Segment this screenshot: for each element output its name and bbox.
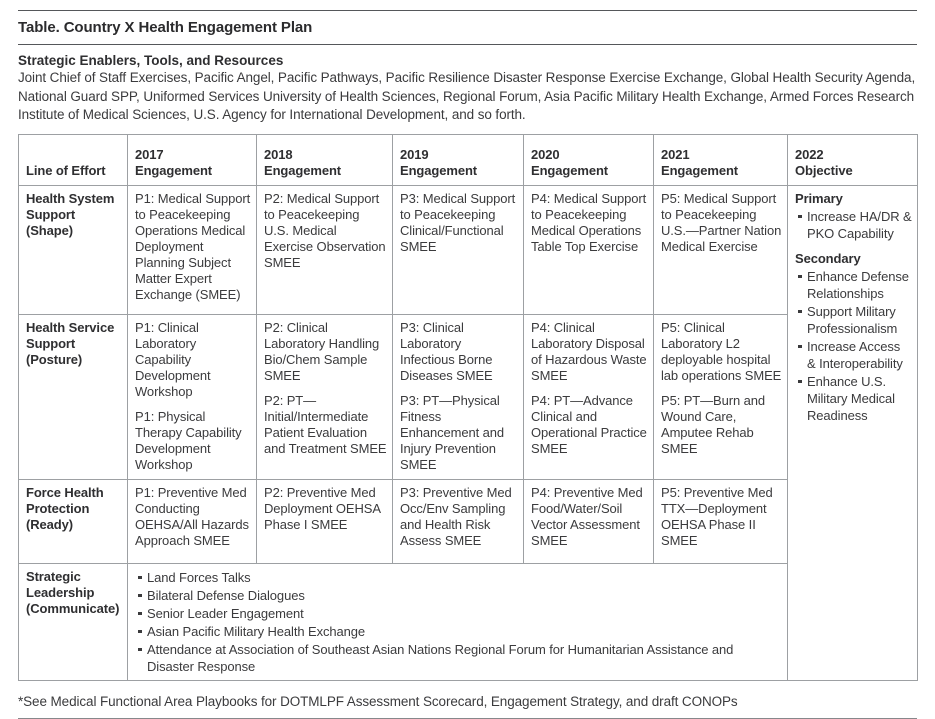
cell-2021-force-health: P5: Preventive Med TTX—Deployment OEHSA …	[653, 478, 788, 564]
col-header-2021: 2021 Engagement	[653, 133, 788, 186]
cell-paragraph: P4: Medical Support to Peacekeeping Medi…	[531, 190, 647, 254]
col-header-2020: 2020 Engagement	[523, 133, 654, 186]
header-year: 2021	[661, 146, 690, 162]
cell-2019-health-system: P3: Medical Support to Peacekeeping Clin…	[392, 184, 524, 315]
table-title: Table. Country X Health Engagement Plan	[18, 11, 917, 45]
cell-2021-health-system: P5: Medical Support to Peacekeeping U.S.…	[653, 184, 788, 315]
header-year: 2020	[531, 146, 560, 162]
col-header-2019: 2019 Engagement	[392, 133, 524, 186]
row-label-strategic-leadership: Strategic Leadership (Communicate)	[18, 562, 128, 681]
cell-paragraph: P5: Preventive Med TTX—Deployment OEHSA …	[661, 484, 773, 548]
enablers-heading: Strategic Enablers, Tools, and Resources	[18, 53, 284, 68]
header-label: Engagement	[531, 162, 609, 178]
cell-paragraph: P5: Medical Support to Peacekeeping U.S.…	[661, 190, 782, 254]
row-label-force-health-protection: Force Health Protection (Ready)	[18, 478, 128, 564]
cell-paragraph: P3: Medical Support to Peacekeeping Clin…	[400, 190, 516, 254]
col-header-line-of-effort: Line of Effort	[18, 133, 128, 186]
cell-2017-health-service: P1: Clinical Laboratory Capability Devel…	[127, 313, 257, 480]
cell-2020-force-health: P4: Preventive Med Food/Water/Soil Vecto…	[523, 478, 654, 564]
cell-2021-health-service: P5: Clinical Laboratory L2 deployable ho…	[653, 313, 788, 480]
objective-item: Enhance Defense Relationships	[798, 268, 912, 302]
objective-item: Increase HA/DR & PKO Capability	[798, 208, 912, 241]
activity-item: Asian Pacific Military Health Exchange	[138, 623, 782, 640]
cell-paragraph: P5: PT—Burn and Wound Care, Amputee Reha…	[661, 392, 765, 456]
cell-strategic-leadership-activities: Land Forces Talks Bilateral Defense Dial…	[127, 562, 788, 681]
objective-item: Enhance U.S. Military Medical Readiness	[798, 373, 912, 424]
cell-paragraph: P1: Clinical Laboratory Capability Devel…	[135, 319, 211, 399]
cell-2020-health-system: P4: Medical Support to Peacekeeping Medi…	[523, 184, 654, 315]
cell-2017-health-system: P1: Medical Support to Peacekeeping Oper…	[127, 184, 257, 315]
bottom-rule	[18, 717, 917, 719]
cell-paragraph: P1: Medical Support to Peacekeeping Oper…	[135, 190, 251, 302]
header-year: 2022	[795, 146, 824, 162]
cell-paragraph: P4: PT—Advance Clinical and Operational …	[531, 392, 647, 456]
cell-paragraph: P1: Preventive Med Conducting OEHSA/All …	[135, 484, 249, 548]
objective-primary-heading: Primary	[795, 190, 843, 206]
cell-paragraph: P3: Preventive Med Occ/Env Sampling and …	[400, 484, 512, 548]
col-header-2018: 2018 Engagement	[256, 133, 393, 186]
enablers-text: Joint Chief of Staff Exercises, Pacific …	[18, 70, 916, 122]
header-year: 2018	[264, 146, 293, 162]
header-label: Engagement	[661, 162, 739, 178]
top-rule	[18, 10, 917, 11]
activity-item: Senior Leader Engagement	[138, 605, 782, 622]
header-label: Engagement	[135, 162, 213, 178]
activity-item: Land Forces Talks	[138, 569, 782, 586]
engagement-plan-table: Line of Effort 2017 Engagement 2018 Enga…	[18, 133, 918, 681]
enablers-section: Strategic Enablers, Tools, and Resources…	[18, 45, 917, 134]
objective-item: Support Military Professionalism	[798, 303, 912, 337]
col-header-2017: 2017 Engagement	[127, 133, 257, 186]
row-health-service-support: Health Service Support (Posture) P1: Cli…	[18, 313, 918, 480]
cell-paragraph: P4: Preventive Med Food/Water/Soil Vecto…	[531, 484, 643, 548]
cell-paragraph: P3: PT—Physical Fitness Enhancement and …	[400, 392, 505, 472]
col-header-2022-objective: 2022 Objective	[787, 133, 918, 186]
header-label: Engagement	[400, 162, 478, 178]
cell-2017-force-health: P1: Preventive Med Conducting OEHSA/All …	[127, 478, 257, 564]
header-row: Line of Effort 2017 Engagement 2018 Enga…	[18, 133, 918, 186]
row-label-health-service-support: Health Service Support (Posture)	[18, 313, 128, 480]
row-label-health-system-support: Health System Support (Shape)	[18, 184, 128, 315]
objective-primary-list: Increase HA/DR & PKO Capability	[795, 208, 912, 242]
cell-paragraph: P3: Clinical Laboratory Infectious Borne…	[400, 319, 493, 383]
cell-2019-health-service: P3: Clinical Laboratory Infectious Borne…	[392, 313, 524, 480]
cell-paragraph: P2: Clinical Laboratory Handling Bio/Che…	[264, 319, 380, 383]
header-label: Objective	[795, 162, 853, 178]
objective-secondary-heading: Secondary	[795, 250, 861, 266]
header-year: 2017	[135, 146, 164, 162]
page: Table. Country X Health Engagement Plan …	[0, 10, 935, 719]
row-strategic-leadership: Strategic Leadership (Communicate) Land …	[18, 562, 918, 681]
cell-2022-objective: Primary Increase HA/DR & PKO Capability …	[787, 184, 918, 681]
cell-2019-force-health: P3: Preventive Med Occ/Env Sampling and …	[392, 478, 524, 564]
row-health-system-support: Health System Support (Shape) P1: Medica…	[18, 184, 918, 681]
footnote: *See Medical Functional Area Playbooks f…	[18, 693, 738, 709]
cell-paragraph: P2: PT—Initial/Intermediate Patient Eval…	[264, 392, 387, 456]
cell-paragraph: P1: Physical Therapy Capability Developm…	[135, 408, 242, 472]
cell-2020-health-service: P4: Clinical Laboratory Disposal of Haza…	[523, 313, 654, 480]
header-year: 2019	[400, 146, 429, 162]
cell-2018-health-system: P2: Medical Support to Peacekeeping U.S.…	[256, 184, 393, 315]
cell-2018-health-service: P2: Clinical Laboratory Handling Bio/Che…	[256, 313, 393, 480]
cell-2018-force-health: P2: Preventive Med Deployment OEHSA Phas…	[256, 478, 393, 564]
cell-paragraph: P2: Preventive Med Deployment OEHSA Phas…	[264, 484, 381, 532]
cell-paragraph: P4: Clinical Laboratory Disposal of Haza…	[531, 319, 647, 383]
header-label: Engagement	[264, 162, 342, 178]
header-label: Line of Effort	[26, 162, 106, 178]
cell-paragraph: P5: Clinical Laboratory L2 deployable ho…	[661, 319, 782, 383]
activity-item: Attendance at Association of Southeast A…	[138, 641, 782, 675]
strategic-leadership-list: Land Forces Talks Bilateral Defense Dial…	[135, 569, 782, 675]
objective-secondary-list: Enhance Defense Relationships Support Mi…	[795, 268, 912, 424]
cell-paragraph: P2: Medical Support to Peacekeeping U.S.…	[264, 190, 386, 270]
row-force-health-protection: Force Health Protection (Ready) P1: Prev…	[18, 478, 918, 564]
activity-item: Bilateral Defense Dialogues	[138, 587, 782, 604]
objective-item: Increase Access & Interoperability	[798, 338, 912, 372]
